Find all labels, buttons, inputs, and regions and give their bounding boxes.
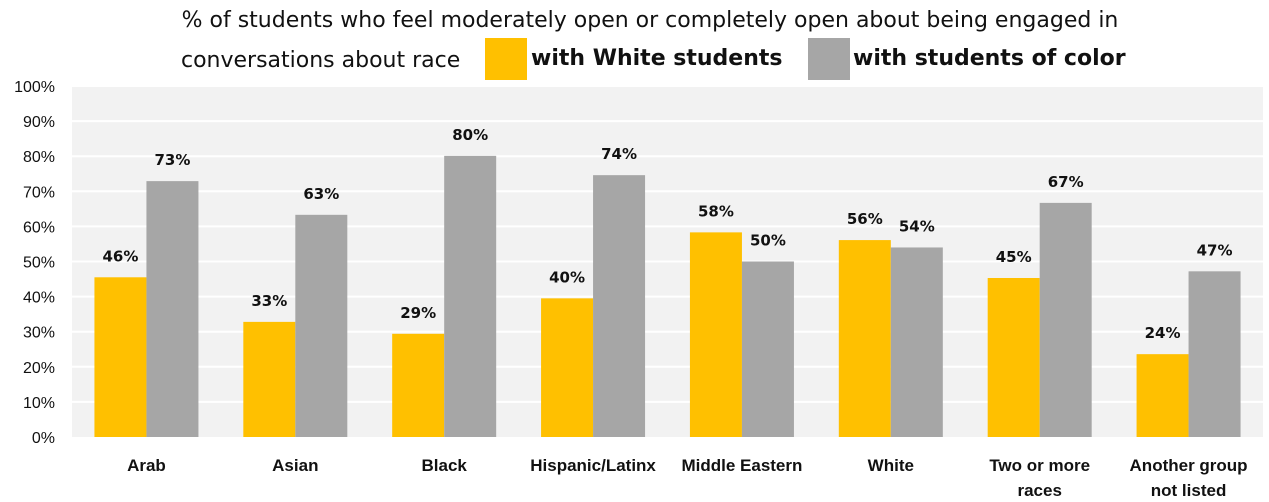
chart-title-line-2: conversations about race bbox=[181, 48, 460, 73]
bar-two-or-more-races-with-white-students bbox=[987, 277, 1040, 437]
y-tick-label: 100% bbox=[14, 79, 55, 96]
y-tick-label: 50% bbox=[23, 255, 55, 272]
bars bbox=[94, 155, 1241, 438]
y-tick-label: 40% bbox=[23, 290, 55, 307]
y-tick-label: 30% bbox=[23, 325, 55, 342]
data-label-black-with-students-of-color: 80% bbox=[452, 126, 488, 144]
data-label-black-with-white-students: 29% bbox=[400, 304, 436, 322]
bar-white-with-students-of-color bbox=[890, 247, 943, 437]
x-tick-label-another-group-not-listed: not listed bbox=[1151, 481, 1227, 500]
bar-two-or-more-races-with-students-of-color bbox=[1039, 202, 1092, 437]
x-tick-label-arab: Arab bbox=[127, 456, 166, 475]
bar-another-group-not-listed-with-students-of-color bbox=[1188, 271, 1241, 437]
y-tick-label: 90% bbox=[23, 114, 55, 131]
bar-arab-with-white-students bbox=[94, 277, 147, 437]
data-labels: 46% 73% 33% 63% 29% 80% 40% 74% 58% 50% 56% 54% 45% 6… bbox=[102, 126, 1232, 342]
x-tick-label-two-or-more-races: races bbox=[1017, 481, 1061, 500]
legend-swatch-students-of-color bbox=[808, 38, 850, 80]
data-label-two-or-more-races-with-students-of-color: 67% bbox=[1048, 173, 1084, 191]
chart-title-line-1: % of students who feel moderately open o… bbox=[182, 8, 1119, 33]
bar-hispanic-latinx-with-students-of-color bbox=[593, 175, 646, 438]
chart-title: % of students who feel moderately open o… bbox=[181, 8, 1118, 73]
x-tick-label-hispanic-latinx: Hispanic/Latinx bbox=[530, 456, 656, 475]
y-tick-label: 20% bbox=[23, 360, 55, 377]
data-label-white-with-students-of-color: 54% bbox=[899, 217, 935, 235]
y-axis: 0% 10% 20% 30% 40% 50% 60% 70% 80% 90% 100% bbox=[14, 79, 55, 447]
y-tick-label: 0% bbox=[32, 430, 55, 447]
legend-swatch-white-students bbox=[485, 38, 527, 80]
legend: with White students with students of col… bbox=[485, 38, 1126, 80]
data-label-asian-with-students-of-color: 63% bbox=[303, 185, 339, 203]
bar-middle-eastern-with-students-of-color bbox=[741, 261, 794, 437]
data-label-two-or-more-races-with-white-students: 45% bbox=[996, 248, 1032, 266]
data-label-white-with-white-students: 56% bbox=[847, 210, 883, 228]
bar-asian-with-students-of-color bbox=[295, 214, 348, 437]
legend-label-students-of-color: with students of color bbox=[853, 46, 1126, 71]
data-label-arab-with-white-students: 46% bbox=[102, 247, 138, 265]
bar-middle-eastern-with-white-students bbox=[689, 232, 742, 437]
x-tick-label-black: Black bbox=[422, 456, 468, 475]
legend-label-white-students: with White students bbox=[531, 46, 783, 71]
bar-black-with-white-students bbox=[392, 333, 445, 437]
bar-white-with-white-students bbox=[838, 240, 891, 437]
x-tick-label-asian: Asian bbox=[272, 456, 318, 475]
y-tick-label: 80% bbox=[23, 149, 55, 166]
x-tick-label-middle-eastern: Middle Eastern bbox=[681, 456, 802, 475]
data-label-hispanic-latinx-with-students-of-color: 74% bbox=[601, 145, 637, 163]
y-tick-label: 60% bbox=[23, 219, 55, 236]
data-label-arab-with-students-of-color: 73% bbox=[154, 151, 190, 169]
y-tick-label: 70% bbox=[23, 184, 55, 201]
x-axis: Arab Asian Black Hispanic/Latinx Middle East… bbox=[127, 456, 1248, 500]
data-label-middle-eastern-with-white-students: 58% bbox=[698, 202, 734, 220]
data-label-another-group-not-listed-with-students-of-color: 47% bbox=[1197, 241, 1233, 259]
data-label-asian-with-white-students: 33% bbox=[251, 292, 287, 310]
bar-asian-with-white-students bbox=[243, 321, 296, 437]
data-label-another-group-not-listed-with-white-students: 24% bbox=[1145, 324, 1181, 342]
data-label-hispanic-latinx-with-white-students: 40% bbox=[549, 268, 585, 286]
bar-black-with-students-of-color bbox=[444, 155, 497, 437]
x-tick-label-another-group-not-listed: Another group bbox=[1130, 456, 1248, 475]
x-tick-label-white: White bbox=[868, 456, 914, 475]
x-tick-label-two-or-more-races: Two or more bbox=[989, 456, 1090, 475]
data-label-middle-eastern-with-students-of-color: 50% bbox=[750, 232, 786, 250]
y-tick-label: 10% bbox=[23, 395, 55, 412]
bar-arab-with-students-of-color bbox=[146, 181, 199, 437]
bar-another-group-not-listed-with-white-students bbox=[1136, 354, 1189, 437]
bar-hispanic-latinx-with-white-students bbox=[541, 298, 594, 437]
